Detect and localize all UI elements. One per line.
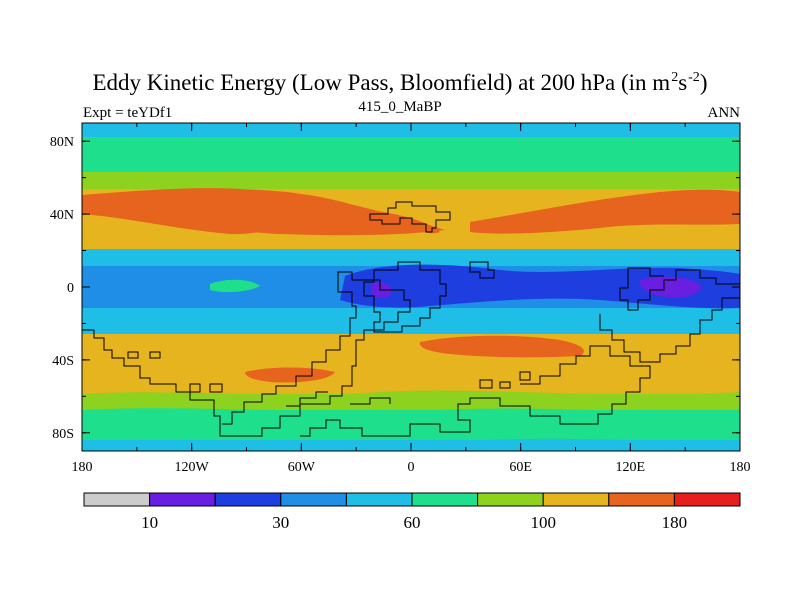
coast-india-asia [599,267,740,363]
teal-green-patch [210,279,260,293]
colorbar-swatch [542,492,610,507]
x-tick-label: 120E [616,460,646,475]
band-orange-south [82,334,740,394]
coastlines [82,201,740,437]
season-label: ANN [707,105,741,121]
band-teal-equator-n [82,249,740,266]
x-tick-label: 60E [509,460,532,475]
jet-north-east [470,189,740,234]
chart-title: Eddy Kinetic Energy (Low Pass, Bloomfiel… [92,70,708,95]
equatorial-violet-east [639,276,702,298]
axes: 180 120W 60W 0 60E 120E 180 80N 40N 0 40S 80S [50,123,751,475]
coast-arabia [469,261,495,279]
colorbar-swatch [608,492,675,507]
contour-field [82,123,740,451]
colorbar-swatch [345,492,413,507]
colorbar: 10 30 60 100 180 [83,492,741,532]
chart-subtitle: 415_0_MaBP [358,99,442,115]
colorbar-label: 30 [272,513,289,532]
colorbar-swatch [477,492,544,507]
coast-europe [369,201,451,233]
band-teal-equator-s [82,308,740,334]
y-tick-label: 80S [52,427,74,442]
band-yellowgreen-north [82,167,740,189]
y-tick-label: 40S [52,354,74,369]
band-yellowgreen-wave-south [82,390,740,410]
colorbar-swatch [214,492,282,507]
colorbar-label: 180 [662,513,688,532]
coast-southern-south-america [82,271,411,437]
coast-antarctic-fragment [286,391,391,407]
experiment-label: Expt = teYDf1 [83,105,173,121]
x-tick-label: 120W [175,460,210,475]
colorbar-swatch [673,492,741,507]
coast-australia [300,345,651,437]
y-tick-label: 0 [67,281,74,296]
colorbar-swatch [280,492,347,507]
y-tick-label: 80N [50,135,74,150]
x-tick-label: 60W [288,460,316,475]
jet-south-central [419,335,584,358]
x-tick-label: 180 [730,460,751,475]
colorbar-label: 100 [530,513,556,532]
coast-islands-south [127,351,531,393]
colorbar-swatch [411,492,479,507]
x-tick-label: 0 [408,460,415,475]
colorbar-swatch [83,492,151,507]
colorbar-swatch [149,492,216,507]
x-tick-label: 180 [72,460,93,475]
jet-north-west-main [180,189,445,236]
colorbar-label: 60 [404,513,421,532]
colorbar-label: 10 [141,513,158,532]
y-tick-label: 40N [50,208,74,223]
coast-africa [363,261,447,333]
band-green-wave-north [82,155,740,172]
